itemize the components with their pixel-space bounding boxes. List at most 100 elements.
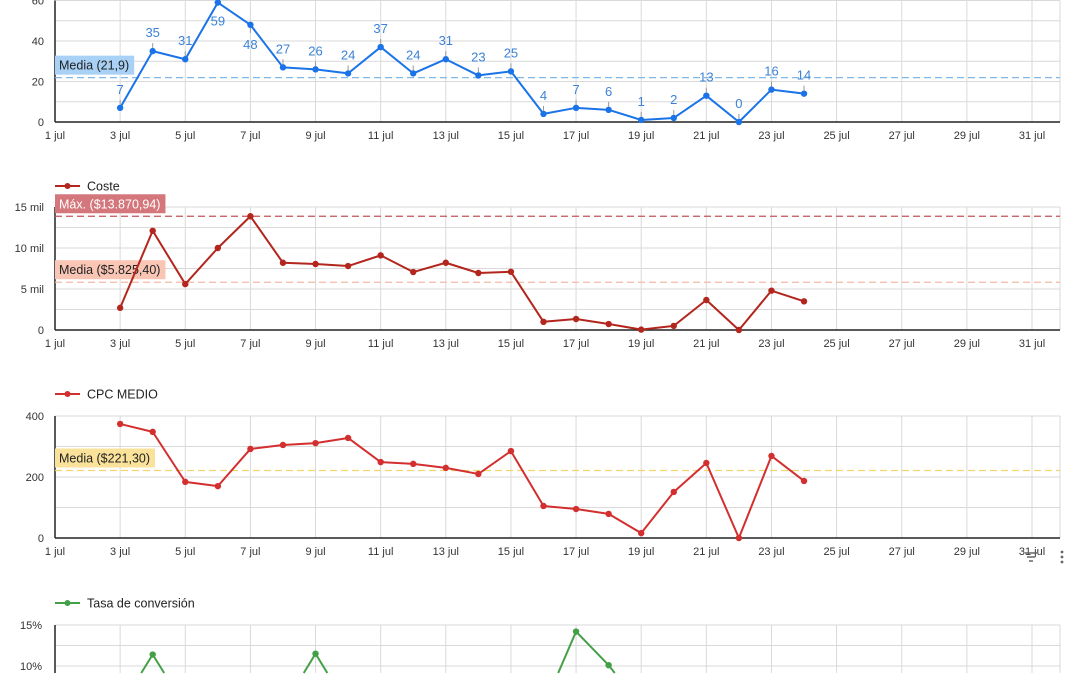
data-point xyxy=(279,259,287,266)
data-point xyxy=(768,86,775,93)
data-label: 23 xyxy=(471,49,485,64)
x-tick-label: 1 jul xyxy=(45,546,65,558)
data-label: 6 xyxy=(605,84,612,99)
data-point xyxy=(116,104,124,112)
data-point xyxy=(475,72,482,79)
reference-label-bg xyxy=(55,194,166,214)
data-label: 2 xyxy=(670,92,677,107)
x-tick-label: 13 jul xyxy=(433,338,459,350)
y-tick-label: 200 xyxy=(26,472,44,484)
data-point xyxy=(800,298,808,305)
data-point xyxy=(247,213,254,220)
y-tick-label: 400 xyxy=(26,411,44,423)
legend-label: Tasa de conversión xyxy=(87,597,195,611)
data-point xyxy=(377,252,384,259)
x-tick-label: 21 jul xyxy=(693,130,719,142)
series-line xyxy=(119,422,805,539)
x-tick-label: 5 jul xyxy=(175,130,195,142)
data-label: 26 xyxy=(308,43,322,58)
reference-label: Media ($221,30) xyxy=(59,452,150,466)
x-tick-label: 5 jul xyxy=(175,338,195,350)
data-point xyxy=(800,477,808,485)
data-point xyxy=(377,458,384,466)
reference-label: Media (21,9) xyxy=(59,59,129,73)
data-point xyxy=(312,439,319,447)
data-point xyxy=(638,326,645,333)
y-tick-label: 15% xyxy=(20,620,42,632)
data-point xyxy=(377,43,384,51)
data-point xyxy=(279,64,287,71)
x-tick-label: 9 jul xyxy=(305,546,325,558)
data-point xyxy=(735,118,743,126)
chart-2: 0 5 mil 10 mil 15 mil 1 jul 3 jul 5 jul 7 jul 9 … xyxy=(15,180,1061,350)
data-label: 1 xyxy=(638,94,645,109)
x-tick-label: 19 jul xyxy=(628,338,654,350)
x-tick-label: 7 jul xyxy=(240,546,260,558)
data-point xyxy=(279,441,287,449)
data-point xyxy=(572,628,580,635)
series-line xyxy=(119,1,805,123)
x-tick-label: 21 jul xyxy=(693,546,719,558)
data-point xyxy=(605,510,612,518)
data-point xyxy=(670,488,677,496)
x-tick-label: 31 jul xyxy=(1019,130,1045,142)
data-point xyxy=(703,296,710,304)
data-point xyxy=(540,318,547,325)
data-point xyxy=(475,470,482,478)
x-tick-label: 7 jul xyxy=(240,130,260,142)
data-point xyxy=(638,116,645,124)
data-point xyxy=(475,269,482,277)
data-point xyxy=(703,459,710,467)
data-point xyxy=(670,322,677,330)
y-tick-label: 10 mil xyxy=(15,243,44,255)
series-line xyxy=(557,630,616,674)
data-point xyxy=(214,482,222,490)
x-tick-label: 23 jul xyxy=(758,130,784,142)
data-point xyxy=(182,280,189,288)
x-tick-label: 11 jul xyxy=(368,338,393,350)
reference-label: Media ($5.825,40) xyxy=(59,263,160,277)
data-point xyxy=(507,447,515,455)
x-tick-label: 1 jul xyxy=(45,130,65,142)
y-tick-label: 15 mil xyxy=(15,202,44,214)
x-tick-label: 11 jul xyxy=(368,130,393,142)
data-label: 59 xyxy=(211,14,225,29)
filter-icon[interactable] xyxy=(1024,550,1038,564)
x-tick-label: 3 jul xyxy=(110,130,130,142)
data-point xyxy=(344,70,352,77)
data-point xyxy=(410,70,417,77)
x-tick-label: 21 jul xyxy=(693,338,719,350)
data-point xyxy=(182,56,189,63)
data-label: 24 xyxy=(406,47,420,62)
x-tick-label: 15 jul xyxy=(498,546,524,558)
x-tick-label: 31 jul xyxy=(1019,546,1045,558)
data-point xyxy=(116,420,124,428)
data-label: 0 xyxy=(735,96,742,111)
data-point xyxy=(605,320,612,328)
y-tick-label: 0 xyxy=(38,325,44,337)
data-point xyxy=(800,90,808,97)
x-tick-label: 23 jul xyxy=(758,338,784,350)
data-point xyxy=(312,650,319,657)
data-point xyxy=(638,529,645,537)
data-point xyxy=(703,92,710,99)
legend-marker xyxy=(64,391,71,397)
y-tick-label: 5 mil xyxy=(21,284,44,296)
data-point xyxy=(670,114,677,122)
data-point xyxy=(312,66,319,73)
series-line xyxy=(119,215,805,331)
data-point xyxy=(312,260,319,268)
x-tick-label: 27 jul xyxy=(889,338,915,350)
legend-label: Coste xyxy=(87,180,120,194)
x-tick-label: 23 jul xyxy=(758,546,784,558)
more-vert-icon[interactable] xyxy=(1059,549,1065,565)
data-point xyxy=(149,428,156,436)
legend-label: CPC MEDIO xyxy=(87,388,158,402)
x-tick-label: 5 jul xyxy=(175,546,195,558)
data-label: 7 xyxy=(572,82,579,97)
data-point xyxy=(149,651,156,658)
x-tick-label: 3 jul xyxy=(110,546,130,558)
chart-4: 10% 15% Tasa de conversión xyxy=(20,597,1061,674)
data-point xyxy=(572,505,580,513)
